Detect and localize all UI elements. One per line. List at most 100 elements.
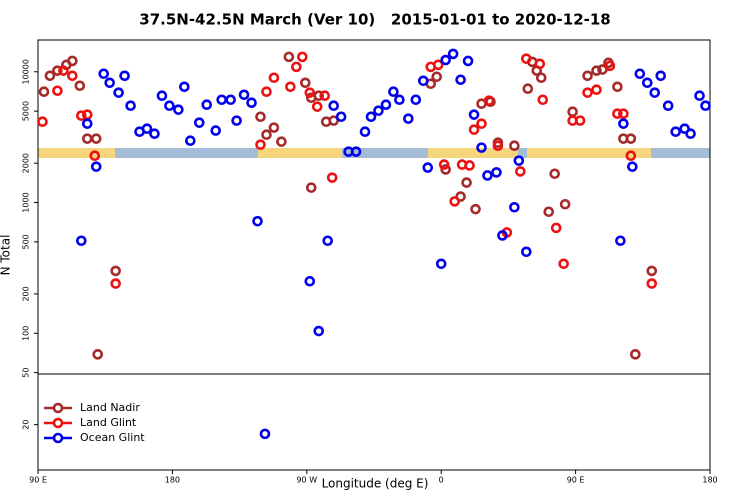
point (231, 115, 242, 126)
y-tick-label: 500 (22, 234, 31, 249)
point (670, 126, 681, 138)
point (156, 90, 168, 102)
point (634, 68, 646, 80)
point (521, 53, 532, 64)
y-axis-label: N Total (0, 235, 13, 276)
point (403, 113, 414, 124)
point (449, 196, 460, 207)
point (304, 275, 316, 287)
point (300, 77, 311, 89)
point (582, 87, 593, 98)
y-tick-label: 5000 (22, 101, 31, 121)
x-tick-label: 0 (439, 476, 444, 485)
point (615, 235, 626, 247)
point (319, 90, 331, 102)
point (225, 94, 236, 106)
x-tick-label: 180 (702, 476, 717, 485)
point (476, 142, 487, 153)
point (141, 123, 153, 134)
point (52, 65, 63, 76)
point (350, 146, 362, 157)
point (440, 164, 451, 175)
y-tick-label: 200 (22, 286, 31, 301)
point (359, 126, 371, 138)
land-band (428, 148, 518, 158)
point (304, 87, 316, 98)
point (259, 428, 271, 440)
point (37, 116, 48, 128)
point (537, 94, 549, 106)
surface-band (38, 148, 710, 158)
y-tick-label: 10000 (22, 59, 31, 84)
point (604, 60, 616, 72)
y-tick-label: 50 (22, 368, 31, 378)
point (81, 109, 93, 120)
point (255, 139, 266, 150)
point (52, 85, 63, 97)
x-tick-label: 180 (165, 476, 180, 485)
point (268, 122, 280, 133)
point (365, 111, 377, 123)
point (394, 94, 405, 106)
point (679, 123, 690, 134)
point (179, 81, 190, 93)
land-band (258, 148, 342, 158)
point (76, 235, 87, 247)
point (185, 135, 196, 147)
point (509, 140, 520, 152)
point (38, 86, 50, 98)
point (627, 161, 638, 172)
point (509, 201, 520, 213)
point (210, 125, 222, 136)
point (522, 83, 534, 95)
point (468, 109, 480, 120)
point (455, 74, 466, 86)
series (37, 51, 658, 289)
point (388, 86, 399, 98)
point (110, 265, 121, 277)
point (90, 161, 102, 172)
point (461, 177, 472, 188)
point (549, 168, 560, 180)
point (74, 80, 86, 92)
point (246, 97, 257, 109)
point (119, 70, 130, 82)
point (125, 100, 136, 112)
point (630, 349, 641, 360)
point (582, 70, 593, 82)
point (612, 81, 623, 93)
point (591, 65, 602, 76)
point (464, 160, 475, 171)
point (618, 118, 629, 129)
point (173, 104, 184, 115)
point (410, 94, 422, 106)
land-band (527, 148, 651, 158)
point (238, 89, 250, 101)
point (291, 61, 302, 73)
point (90, 133, 102, 144)
x-tick-label: 90 W (296, 476, 317, 485)
point (646, 278, 658, 289)
point (44, 70, 56, 82)
point (641, 77, 653, 89)
point (685, 128, 696, 140)
point (313, 325, 325, 337)
point (252, 215, 263, 227)
point (431, 71, 443, 83)
point (81, 133, 93, 144)
point (305, 182, 317, 193)
series (38, 51, 658, 360)
legend-label: Land Glint (80, 416, 137, 429)
legend-label: Land Nadir (80, 401, 140, 414)
point (462, 55, 474, 67)
point (625, 150, 637, 162)
point (81, 118, 93, 129)
point (297, 51, 308, 63)
point (261, 129, 272, 141)
point (110, 278, 121, 289)
point (76, 110, 87, 121)
point (276, 136, 287, 147)
point (567, 106, 578, 118)
point (497, 230, 508, 241)
